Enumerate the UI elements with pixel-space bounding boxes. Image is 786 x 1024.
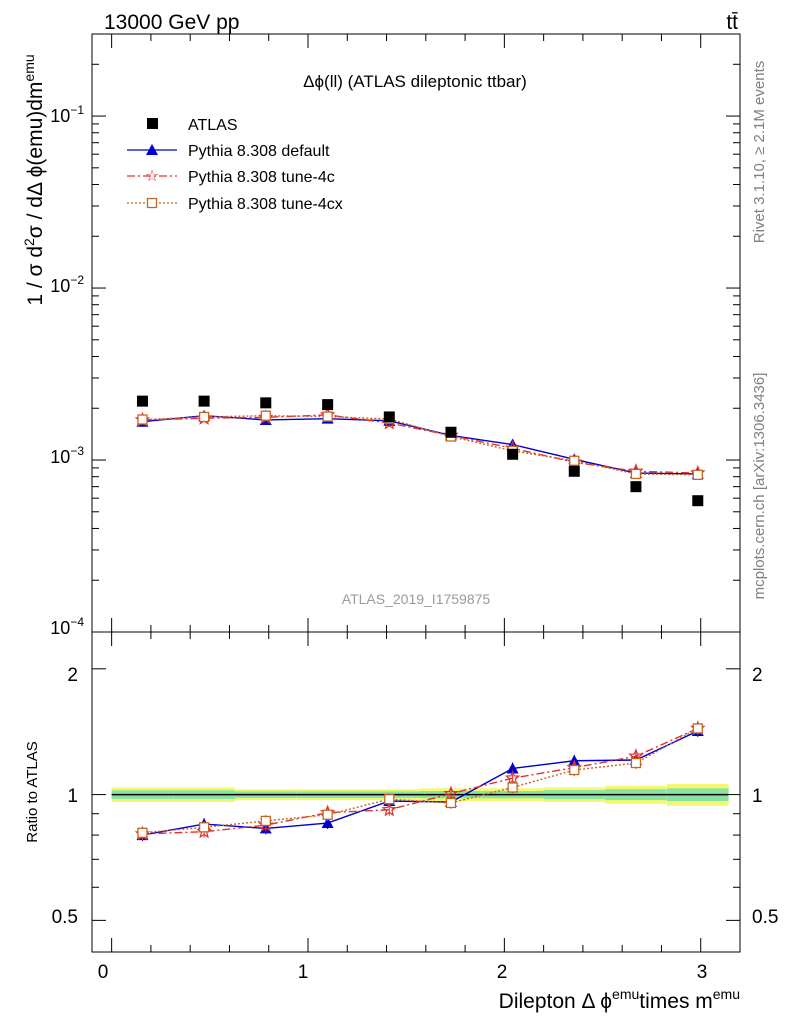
main-point	[260, 410, 271, 421]
x-tick-label: 2	[497, 962, 508, 983]
ratio-point	[322, 809, 333, 820]
data-point	[445, 426, 457, 438]
data-point	[383, 411, 395, 423]
ratio-y-tick-label-left: 2	[67, 665, 78, 686]
legend-label: Pythia 8.308 default	[188, 143, 330, 160]
ratio-point	[506, 762, 519, 774]
ratio-point	[198, 822, 210, 833]
ratio-y-tick-label-right: 1	[752, 786, 763, 807]
ratio-y-axis-label: Ratio to ATLAS	[24, 741, 41, 842]
ratio-point	[569, 764, 580, 776]
main-y-tick-label: 10−1	[50, 103, 84, 126]
main-point	[692, 469, 703, 480]
x-axis-label: Dilepton Δ ϕemutimes memu	[499, 986, 740, 1013]
ratio-point	[445, 797, 457, 809]
main-series-line	[142, 415, 698, 475]
main-panel-title: Δϕ(ll) (ATLAS dileptonic ttbar)	[303, 72, 527, 91]
legend-marker-tune4cx	[146, 197, 158, 209]
source-label: mcplots.cern.ch [arXiv:1306.3436]	[751, 373, 768, 600]
process-label: tt̄	[726, 11, 738, 34]
data-point	[630, 481, 642, 493]
rivet-label: Rivet 3.1.10, ≥ 2.1M events	[751, 61, 768, 244]
legend-marker-tune4c: ☆	[145, 168, 159, 185]
ratio-y-tick-label-left: 0.5	[52, 907, 78, 928]
ratio-panel-content	[111, 720, 729, 842]
ratio-y-tick-label-left: 1	[67, 786, 78, 807]
main-point	[198, 411, 210, 423]
data-point	[507, 448, 519, 460]
main-y-tick-label: 10−4	[50, 615, 84, 638]
data-point	[198, 395, 210, 407]
main-panel-content	[134, 395, 706, 507]
ratio-point	[137, 827, 148, 838]
legend-marker-atlas	[147, 118, 158, 129]
ratio-y-tick-label-right: 0.5	[752, 907, 778, 928]
data-point	[322, 399, 334, 411]
data-point	[136, 395, 148, 407]
ratio-point	[630, 757, 642, 769]
ratio-point	[692, 723, 703, 734]
x-tick-label: 3	[697, 962, 708, 983]
legend-label: Pythia 8.308 tune-4cx	[188, 196, 343, 213]
legend: ATLAS Pythia 8.308 default ☆ Pythia 8.30…	[127, 117, 343, 213]
main-series-line	[142, 414, 698, 474]
legend-label: ATLAS	[188, 117, 238, 134]
axis-ticks	[92, 34, 740, 952]
main-y-tick-label: 10−3	[50, 444, 84, 467]
main-y-axis-label: 1 / σ d2σ / dΔ ϕ(emu)dmemu	[21, 54, 47, 305]
ratio-point	[443, 785, 459, 801]
ratio-point	[504, 769, 521, 785]
main-point	[137, 414, 148, 425]
x-tick-label: 1	[298, 962, 309, 983]
main-point	[630, 468, 642, 480]
ratio-panel-frame	[91, 631, 741, 953]
ratio-series-line	[142, 727, 699, 835]
ratio-point	[260, 815, 271, 827]
data-point	[692, 495, 704, 507]
ratio-point	[321, 817, 334, 829]
ratio-y-tick-label-right: 2	[752, 665, 763, 686]
legend-marker-default	[146, 144, 158, 155]
main-point	[322, 411, 333, 422]
data-point	[260, 397, 272, 409]
ratio-point	[381, 801, 398, 817]
data-point	[568, 465, 580, 477]
energy-label: 13000 GeV pp	[104, 11, 239, 34]
legend-label: Pythia 8.308 tune-4c	[188, 169, 335, 186]
ratio-series-line	[142, 730, 699, 836]
ratio-point	[384, 794, 395, 805]
ratio-series-line	[142, 727, 699, 834]
main-series-line	[142, 415, 698, 476]
analysis-watermark: ATLAS_2019_I1759875	[342, 591, 491, 607]
main-y-tick-label: 10−2	[50, 273, 84, 296]
ratio-point	[507, 782, 518, 793]
main-point	[569, 455, 580, 466]
x-tick-label: 0	[98, 962, 109, 983]
